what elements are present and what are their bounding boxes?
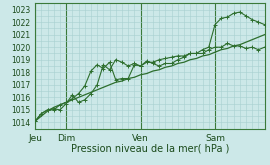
X-axis label: Pression niveau de la mer( hPa ): Pression niveau de la mer( hPa ) (71, 144, 229, 154)
